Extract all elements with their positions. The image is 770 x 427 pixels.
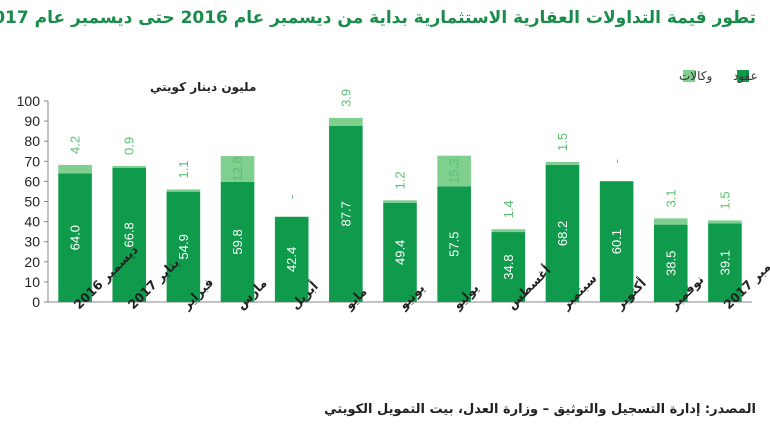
bar-agencies <box>653 218 688 225</box>
bar-contracts <box>383 202 417 302</box>
data-label-agencies: - <box>609 159 624 163</box>
bar-contracts <box>599 181 634 302</box>
y-tick-label: 40 <box>24 214 40 230</box>
bar-contracts <box>491 232 526 302</box>
bar-contracts <box>274 216 309 302</box>
data-label-contracts: 54.9 <box>176 234 191 259</box>
data-label-contracts: 66.8 <box>122 222 137 247</box>
bar-contracts <box>545 164 580 302</box>
bar-contracts <box>166 191 201 302</box>
data-labels: 64.0 4.2 66.8 0.9 54.9 1.1 59.8 12.8 42.4 - 87.7 3.… <box>68 89 733 280</box>
data-label-contracts: 49.4 <box>393 240 408 265</box>
bar-contracts <box>708 223 742 302</box>
bar-agencies <box>112 165 147 168</box>
data-label-contracts: 39.1 <box>717 250 732 275</box>
data-label-agencies: 12.8 <box>230 156 245 181</box>
data-label-contracts: 68.2 <box>555 221 570 246</box>
legend: عقود وكالات <box>679 69 758 84</box>
data-label-agencies: 1.4 <box>501 200 516 218</box>
legend-label-agencies: وكالات <box>679 69 712 84</box>
y-axis-title: مليون دينار كويتي <box>150 80 256 95</box>
bar-agencies <box>708 220 742 224</box>
bar-agencies <box>437 155 471 187</box>
source-note: المصدر: إدارة التسجيل والتوثيق – وزارة ا… <box>324 402 756 417</box>
data-label-agencies: - <box>284 195 299 199</box>
y-tick-label: 70 <box>24 153 40 169</box>
axes: 0 10 20 30 40 50 60 70 80 90 100 مليون دينار كويتي <box>17 80 752 310</box>
bar-agencies <box>383 200 417 203</box>
data-label-agencies: 15.3 <box>447 158 462 183</box>
bar-agencies <box>220 156 255 182</box>
chart-title: تطور قيمة التداولات العقارية الاستثمارية… <box>0 8 756 28</box>
y-tick-label: 20 <box>24 254 40 270</box>
bar-contracts <box>653 224 688 302</box>
y-tick-label: 30 <box>24 234 40 250</box>
y-tick-label: 60 <box>24 173 40 189</box>
data-label-contracts: 64.0 <box>68 225 83 250</box>
y-tick-label: 50 <box>24 194 40 210</box>
bar-agencies <box>58 164 92 174</box>
data-label-agencies: 0.9 <box>122 137 137 155</box>
bar-contracts <box>329 125 363 303</box>
data-label-contracts: 57.5 <box>447 232 462 257</box>
bar-agencies <box>545 161 580 165</box>
data-label-contracts: 38.5 <box>663 251 678 276</box>
data-label-agencies: 1.5 <box>555 133 570 151</box>
data-label-agencies: 1.5 <box>717 191 732 209</box>
data-label-agencies: 1.2 <box>393 171 408 189</box>
data-label-contracts: 34.8 <box>501 254 516 279</box>
data-label-agencies: 1.1 <box>176 160 191 178</box>
data-label-contracts: 60.1 <box>609 229 624 254</box>
y-tick-label: 90 <box>24 113 40 129</box>
legend-swatch-agencies <box>683 70 695 82</box>
data-label-agencies: 3.9 <box>338 89 353 107</box>
data-label-contracts: 87.7 <box>338 201 353 226</box>
y-tick-label: 100 <box>17 93 41 109</box>
bar-agencies <box>491 229 526 233</box>
data-label-contracts: 42.4 <box>284 247 299 272</box>
y-tick-label: 10 <box>24 274 40 290</box>
bars <box>58 117 742 303</box>
bar-contracts <box>112 167 147 302</box>
bar-agencies <box>166 189 201 192</box>
legend-label-contracts: عقود <box>733 69 758 84</box>
y-tick-label: 80 <box>24 133 40 149</box>
bar-contracts <box>437 186 471 302</box>
data-label-contracts: 59.8 <box>230 229 245 254</box>
data-label-agencies: 4.2 <box>68 136 83 154</box>
legend-swatch-contracts <box>737 70 749 82</box>
data-label-agencies: 3.1 <box>663 189 678 207</box>
bar-contracts <box>220 181 255 302</box>
y-tick-label: 0 <box>32 294 40 310</box>
bar-agencies <box>329 117 363 126</box>
bar-contracts <box>58 173 92 302</box>
